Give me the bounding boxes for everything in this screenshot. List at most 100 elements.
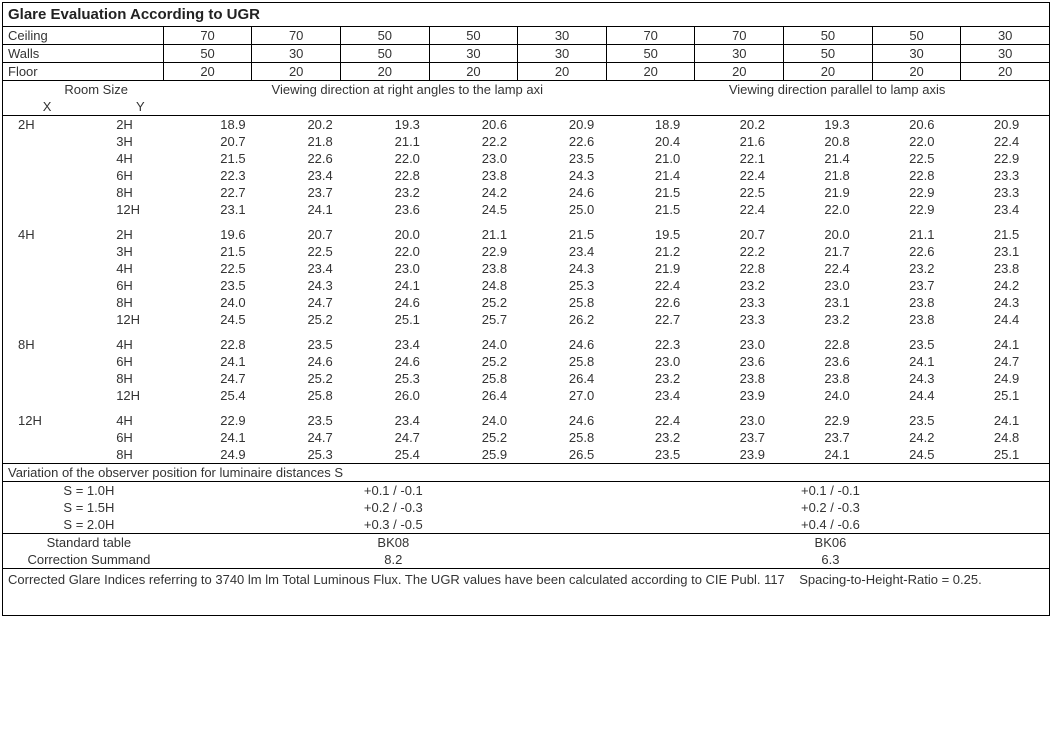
value-cell: 22.4 [625, 412, 710, 429]
cell: 30 [429, 45, 518, 63]
value-cell: 24.6 [277, 353, 364, 370]
value-cell: 22.7 [625, 311, 710, 328]
value-cell: 24.1 [795, 446, 880, 463]
value-cell: 23.8 [795, 370, 880, 387]
ugr-table-container: Glare Evaluation According to UGR Ceilin… [2, 2, 1050, 616]
standard-table-label: Standard table [3, 534, 175, 552]
cell: 30 [518, 45, 607, 63]
value-cell: 25.0 [538, 201, 625, 218]
value-cell: 23.3 [710, 311, 795, 328]
value-cell: 23.7 [277, 184, 364, 201]
value-cell: 21.2 [625, 243, 710, 260]
value-cell: 22.0 [364, 150, 451, 167]
value-cell: 24.1 [964, 412, 1049, 429]
value-cell: 21.9 [625, 260, 710, 277]
value-cell: 20.7 [710, 226, 795, 243]
value-cell: 19.3 [364, 116, 451, 134]
value-cell: 24.7 [277, 429, 364, 446]
value-cell: 22.9 [451, 243, 538, 260]
value-cell: 26.5 [538, 446, 625, 463]
value-cell: 23.0 [364, 260, 451, 277]
var-left: +0.1 / -0.1 [175, 482, 612, 500]
value-cell: 26.4 [538, 370, 625, 387]
value-cell: 20.6 [879, 116, 964, 134]
x-cell [3, 294, 91, 311]
value-cell: 22.3 [625, 336, 710, 353]
x-cell [3, 311, 91, 328]
value-cell: 23.8 [710, 370, 795, 387]
value-cell: 21.5 [625, 201, 710, 218]
value-cell: 21.7 [795, 243, 880, 260]
value-cell: 23.4 [364, 412, 451, 429]
value-cell: 22.6 [277, 150, 364, 167]
value-cell: 22.0 [795, 201, 880, 218]
value-cell: 25.2 [451, 429, 538, 446]
value-cell: 23.8 [879, 294, 964, 311]
y-cell: 6H [91, 277, 189, 294]
x-cell [3, 260, 91, 277]
footer-note: Corrected Glare Indices referring to 374… [3, 569, 1049, 615]
value-cell: 23.7 [795, 429, 880, 446]
value-cell: 22.7 [189, 184, 276, 201]
y-cell: 2H [91, 226, 189, 243]
y-cell: 2H [91, 116, 189, 134]
y-cell: 12H [91, 311, 189, 328]
value-cell: 24.1 [189, 353, 276, 370]
row-walls: Walls 50 30 50 30 30 50 30 50 30 30 [3, 45, 1049, 63]
variation-row: S = 1.0H +0.1 / -0.1 +0.1 / -0.1 [3, 482, 1049, 500]
x-cell [3, 150, 91, 167]
value-cell: 23.0 [625, 353, 710, 370]
value-cell: 25.4 [364, 446, 451, 463]
value-cell: 23.1 [964, 243, 1049, 260]
value-cell: 22.3 [189, 167, 276, 184]
value-cell: 20.0 [364, 226, 451, 243]
value-cell: 27.0 [538, 387, 625, 404]
y-cell: 6H [91, 353, 189, 370]
y-cell: 8H [91, 370, 189, 387]
cell: 20 [606, 63, 695, 81]
value-cell: 23.9 [710, 387, 795, 404]
value-cell: 22.0 [364, 243, 451, 260]
x-cell [3, 370, 91, 387]
room-size-label: Room Size [3, 81, 189, 98]
cell: 50 [340, 45, 429, 63]
variation-section: Variation of the observer position for l… [3, 463, 1049, 569]
cell: 70 [606, 27, 695, 45]
table-row: 8H24.024.724.625.225.822.623.323.123.824… [3, 294, 1049, 311]
value-cell: 22.6 [538, 133, 625, 150]
y-cell: 4H [91, 260, 189, 277]
value-cell: 23.5 [879, 412, 964, 429]
value-cell: 20.9 [964, 116, 1049, 134]
value-cell: 23.0 [710, 336, 795, 353]
value-cell: 24.6 [538, 184, 625, 201]
x-cell [3, 167, 91, 184]
cell: 20 [340, 63, 429, 81]
value-cell: 24.7 [364, 429, 451, 446]
value-cell: 23.7 [710, 429, 795, 446]
value-cell: 24.0 [795, 387, 880, 404]
cell: 70 [252, 27, 341, 45]
value-cell: 23.3 [710, 294, 795, 311]
value-cell: 21.5 [538, 226, 625, 243]
value-cell: 24.6 [364, 294, 451, 311]
value-cell: 21.5 [964, 226, 1049, 243]
value-cell: 23.5 [538, 150, 625, 167]
value-cell: 22.0 [879, 133, 964, 150]
value-cell: 23.4 [277, 167, 364, 184]
cell: 50 [872, 27, 961, 45]
x-cell [3, 184, 91, 201]
cell: 70 [163, 27, 252, 45]
value-cell: 21.6 [710, 133, 795, 150]
cell: 50 [163, 45, 252, 63]
value-cell: 20.4 [625, 133, 710, 150]
std-left: BK08 [175, 534, 612, 552]
y-cell: 6H [91, 167, 189, 184]
y-cell: 6H [91, 429, 189, 446]
value-cell: 25.7 [451, 311, 538, 328]
value-cell: 20.2 [710, 116, 795, 134]
value-cell: 23.2 [625, 429, 710, 446]
direction-right: Viewing direction parallel to lamp axis [625, 81, 1049, 98]
cell: 20 [695, 63, 784, 81]
value-cell: 22.4 [795, 260, 880, 277]
cell: 20 [429, 63, 518, 81]
